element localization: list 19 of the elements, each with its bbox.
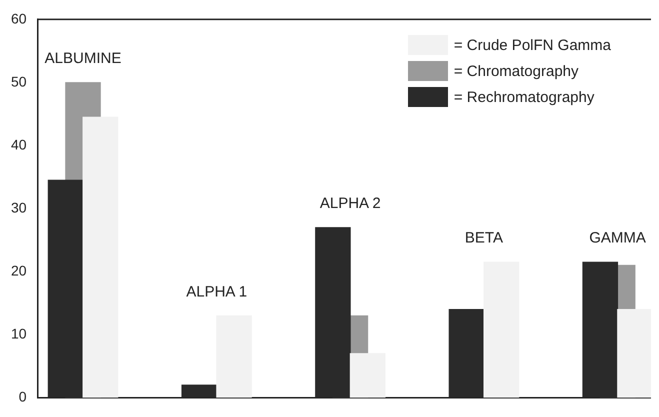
legend-label: = Rechromatography bbox=[454, 88, 594, 106]
y-tick-label: 40 bbox=[10, 136, 27, 152]
x-tick-label: BETA bbox=[464, 230, 503, 247]
legend-label: = Chromatography bbox=[454, 62, 579, 80]
x-tick-label: GAMMA bbox=[589, 230, 646, 247]
bar bbox=[82, 116, 118, 398]
x-tick-label: ALBUMINE bbox=[44, 50, 122, 68]
x-tick-label: ALPHA 2 bbox=[320, 195, 381, 212]
y-tick-label: 50 bbox=[10, 73, 27, 90]
y-tick-label: 60 bbox=[10, 10, 27, 26]
y-tick-label: 20 bbox=[10, 262, 27, 278]
y-tick-label: 30 bbox=[10, 199, 27, 216]
y-tick-label: 0 bbox=[18, 388, 27, 404]
y-tick-label: 10 bbox=[10, 325, 27, 342]
x-tick-label: ALPHA 1 bbox=[186, 283, 248, 300]
bar bbox=[216, 315, 252, 398]
legend-label: = Crude PolFN Gamma bbox=[454, 36, 611, 54]
bar bbox=[483, 262, 520, 398]
bar bbox=[350, 353, 386, 398]
